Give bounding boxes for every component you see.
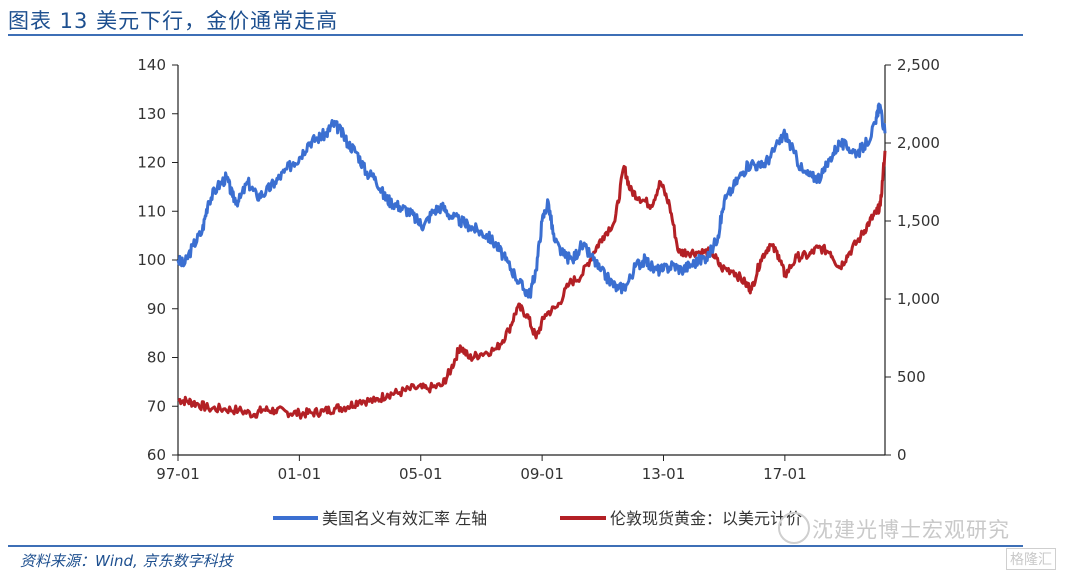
left-tick-label: 140 — [137, 56, 166, 74]
left-tick-label: 70 — [147, 397, 166, 415]
x-tick-label: 01-01 — [278, 465, 322, 483]
legend-label-usd: 美国名义有效汇率 左轴 — [322, 509, 487, 528]
left-tick-label: 110 — [137, 202, 166, 220]
left-tick-label: 120 — [137, 154, 166, 172]
chart-legend: 美国名义有效汇率 左轴 伦敦现货黄金：以美元计价 — [273, 509, 802, 528]
source-note: 资料来源：Wind, 京东数字科技 — [20, 552, 233, 570]
series-gold-line — [177, 150, 887, 420]
right-tick-label: 1,000 — [897, 290, 940, 308]
x-tick-label: 17-01 — [763, 465, 807, 483]
left-tick-label: 90 — [147, 300, 166, 318]
watermark-text: 沈建光博士宏观研究 — [812, 518, 1010, 542]
right-tick-label: 2,500 — [897, 56, 940, 74]
series-usd-line — [176, 102, 887, 299]
x-tick-label: 97-01 — [156, 465, 200, 483]
left-tick-label: 130 — [137, 105, 166, 123]
footer-divider — [8, 545, 1023, 547]
title-divider — [8, 34, 1023, 36]
legend-label-gold: 伦敦现货黄金：以美元计价 — [610, 509, 802, 528]
x-tick-label: 09-01 — [520, 465, 564, 483]
right-tick-label: 2,000 — [897, 134, 940, 152]
left-tick-label: 80 — [147, 349, 166, 367]
page-title: 图表 13 美元下行，金价通常走高 — [8, 9, 339, 33]
x-tick-label: 05-01 — [399, 465, 443, 483]
publisher-logo: 格隆汇 — [1006, 548, 1056, 570]
chart-lines — [176, 102, 887, 420]
wechat-icon — [778, 512, 810, 544]
x-tick-label: 13-01 — [642, 465, 686, 483]
left-tick-label: 100 — [137, 251, 166, 269]
right-tick-label: 1,500 — [897, 212, 940, 230]
right-tick-label: 500 — [897, 368, 926, 386]
right-tick-label: 0 — [897, 446, 907, 464]
chart-axes: 60 70 80 90 100 110 120 130 140 0 500 1,000 1,500 2,0… — [137, 56, 940, 483]
left-tick-label: 60 — [147, 446, 166, 464]
